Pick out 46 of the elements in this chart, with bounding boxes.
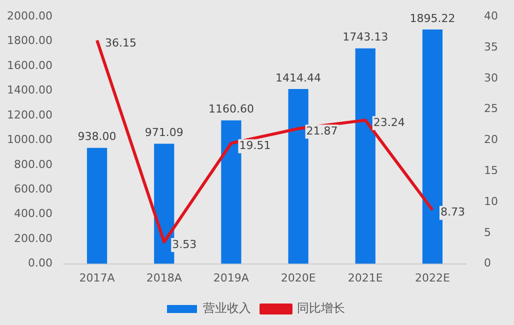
y-tick-label: 200.00 [14, 232, 52, 245]
x-tick-label: 2020E [280, 271, 316, 284]
y-tick-label: 1400.00 [6, 84, 52, 97]
legend-label: 同比增长 [297, 301, 345, 316]
data-label: 938.00 [78, 130, 116, 144]
bar [221, 120, 242, 264]
data-label: 971.09 [144, 126, 184, 140]
y2-tick-label: 0 [484, 256, 492, 270]
bar [86, 148, 108, 264]
data-label: 8.73 [440, 206, 465, 219]
y-tick-label: 400.00 [14, 207, 52, 220]
data-label: 1895.22 [410, 12, 456, 25]
data-label: 1743.13 [342, 30, 388, 44]
y-tick-label: 1000.00 [6, 133, 52, 146]
x-tick-label: 2021E [348, 271, 383, 284]
y-tick-label: 1800.00 [6, 34, 52, 48]
x-tick-label: 2018A [146, 271, 182, 284]
y-tick-label: 2000.00 [6, 9, 52, 22]
y-tick-label: 600.00 [14, 182, 52, 196]
y2-tick-label: 40 [484, 9, 498, 22]
bar [355, 48, 376, 264]
y2-tick-label: 10 [484, 194, 498, 208]
bar [154, 144, 174, 264]
bar [422, 30, 443, 264]
data-label: 21.87 [306, 124, 338, 138]
data-label: 19.51 [239, 139, 271, 152]
x-tick-label: 2017A [79, 271, 116, 284]
data-label: 3.53 [172, 238, 197, 251]
y-tick-label: 800.00 [14, 158, 52, 171]
y2-tick-label: 20 [484, 133, 498, 146]
y-tick-label: 1200.00 [6, 108, 52, 122]
y2-tick-label: 5 [484, 226, 492, 239]
data-label: 23.24 [373, 116, 405, 130]
y-tick-label: 1600.00 [6, 58, 52, 72]
bar [288, 88, 308, 264]
y2-tick-label: 25 [484, 102, 498, 116]
legend-label: 营业收入 [203, 301, 251, 316]
y2-tick-label: 15 [484, 164, 498, 177]
data-label: 1414.44 [276, 71, 322, 84]
x-tick-label: 2019A [213, 271, 250, 284]
x-tick-label: 2022E [414, 271, 450, 284]
y-tick-label: 0.00 [28, 256, 52, 270]
y2-tick-label: 35 [484, 40, 498, 54]
y2-tick-label: 30 [484, 71, 498, 84]
data-label: 36.15 [105, 36, 137, 50]
data-label: 1160.60 [208, 102, 254, 116]
